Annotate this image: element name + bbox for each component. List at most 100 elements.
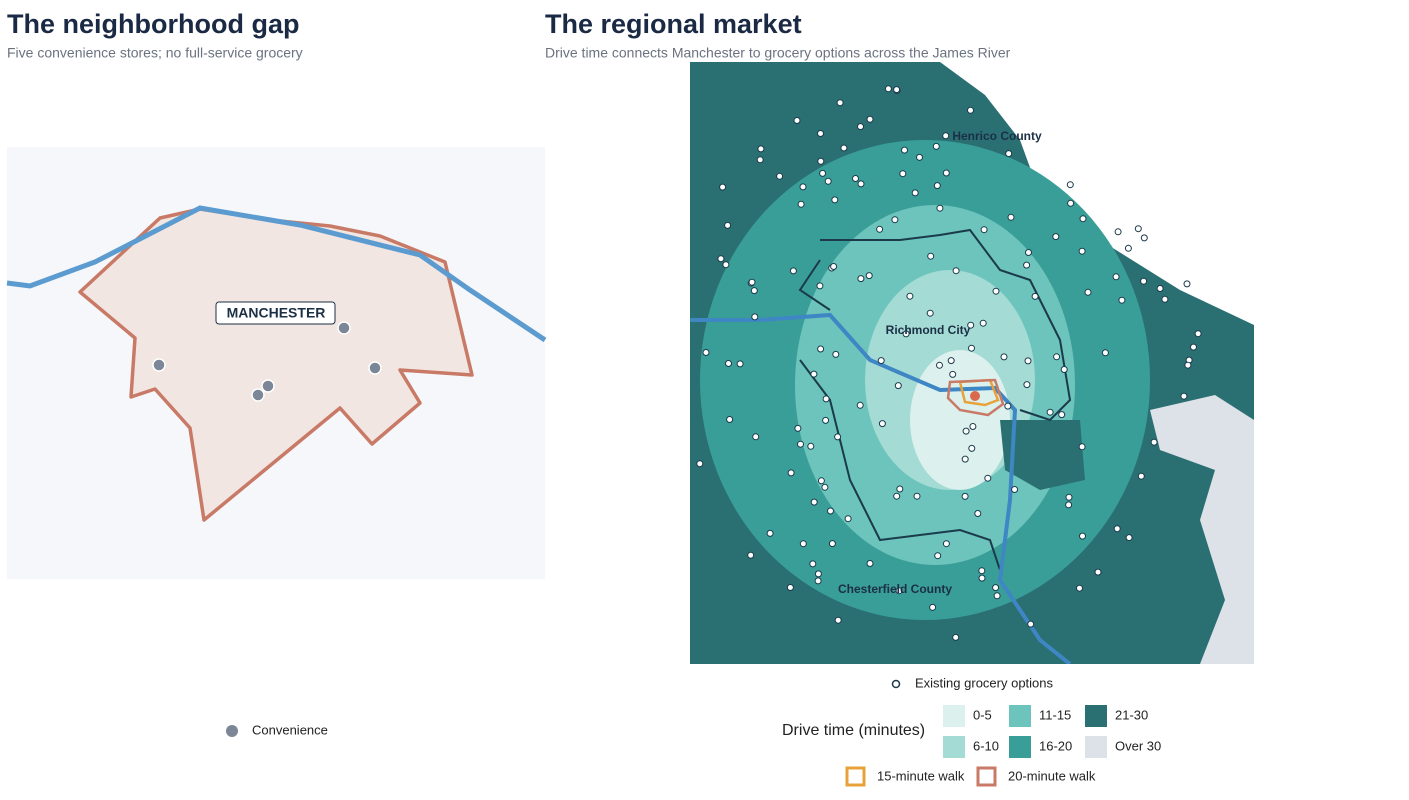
- grocery-point: [927, 252, 935, 260]
- grocery-point: [751, 313, 759, 321]
- grocery-point: [1150, 438, 1158, 446]
- grocery-point: [913, 492, 921, 500]
- grocery-point: [893, 86, 901, 94]
- grocery-point: [1184, 361, 1192, 369]
- grocery-point: [828, 540, 836, 548]
- grocery-point: [722, 261, 730, 269]
- grocery-point: [814, 570, 822, 578]
- grocery-point: [1156, 285, 1164, 292]
- grocery-point: [1137, 472, 1145, 480]
- grocery-point: [978, 567, 986, 575]
- legend-label: Existing grocery options: [915, 675, 1054, 690]
- store-point: [368, 361, 382, 375]
- grocery-point: [1052, 233, 1060, 241]
- grocery-point: [840, 144, 848, 152]
- grocery-point: [926, 309, 934, 317]
- grocery-point: [1065, 501, 1073, 509]
- grocery-point: [1161, 295, 1169, 303]
- grocery-point: [836, 99, 844, 107]
- grocery-point: [817, 157, 825, 165]
- left-subtitle: Five convenience stores; no full-service…: [7, 45, 303, 61]
- grocery-point: [866, 115, 874, 123]
- grocery-point: [865, 272, 873, 280]
- county-line: [798, 228, 1072, 571]
- grocery-point: [1000, 353, 1008, 361]
- grocery-point: [1084, 288, 1092, 296]
- grocery-point: [726, 416, 734, 423]
- grocery-point: [974, 510, 982, 517]
- grocery-point: [799, 183, 807, 191]
- grocery-point: [696, 460, 704, 468]
- grocery-point: [1007, 213, 1015, 221]
- grocery-point: [799, 540, 807, 548]
- store-point: [251, 388, 265, 402]
- legend-swatch: [943, 705, 965, 727]
- grocery-point: [748, 278, 756, 286]
- grocery-point: [832, 350, 840, 358]
- grocery-point: [817, 130, 824, 137]
- grocery-point: [947, 357, 955, 365]
- grocery-point: [942, 540, 950, 548]
- grocery-point: [932, 142, 940, 150]
- grocery-point: [1066, 181, 1074, 189]
- legend-label: 16-20: [1039, 738, 1072, 753]
- left-map: MANCHESTER: [6, 147, 547, 579]
- grocery-point: [1190, 343, 1197, 351]
- zone: [1150, 395, 1254, 664]
- grocery-point: [916, 153, 923, 161]
- grocery-point: [876, 225, 884, 233]
- right-title: The regional market: [545, 9, 802, 39]
- legend-swatch: [1085, 705, 1107, 727]
- grocery-point: [702, 349, 710, 356]
- grocery-point: [824, 177, 832, 185]
- grocery-point: [884, 85, 892, 93]
- grocery-point: [1079, 215, 1087, 223]
- grocery-point: [877, 357, 885, 365]
- grocery-point: [1023, 261, 1031, 269]
- legend-swatch: [1009, 705, 1031, 727]
- grocery-point: [942, 132, 950, 140]
- grocery-point: [1065, 493, 1073, 501]
- grocery-point: [1094, 568, 1102, 576]
- legend-swatch: [1009, 736, 1031, 758]
- grocery-point: [816, 282, 824, 290]
- grocery-point: [834, 433, 842, 441]
- grocery-point: [1011, 486, 1019, 493]
- grocery-point: [810, 370, 818, 378]
- grocery-point: [866, 560, 874, 567]
- grocery-point: [992, 584, 1000, 592]
- grocery-point: [1183, 280, 1191, 288]
- legend-label: 6-10: [973, 738, 999, 753]
- grocery-point: [787, 469, 795, 477]
- grocery-point: [1023, 381, 1031, 389]
- grocery-point: [817, 477, 825, 485]
- grocery-point: [793, 117, 801, 124]
- right-map: [690, 62, 1254, 664]
- grocery-point: [757, 145, 765, 153]
- grocery-point: [993, 592, 1001, 600]
- grocery-point: [894, 382, 902, 390]
- legend-swatch: [891, 679, 901, 689]
- grocery-point: [1180, 392, 1188, 400]
- grocery-point: [1005, 150, 1013, 158]
- grocery-point: [1140, 234, 1148, 242]
- grocery-point: [1118, 296, 1126, 304]
- legend-label: 11-15: [1039, 707, 1071, 722]
- grocery-point: [747, 551, 755, 559]
- grocery-point: [1125, 534, 1133, 542]
- neighborhood-label: MANCHESTER: [227, 305, 326, 321]
- legend-label: 20-minute walk: [1008, 768, 1096, 783]
- grocery-point: [968, 344, 975, 352]
- grocery-point: [967, 106, 974, 114]
- left-title: The neighborhood gap: [7, 9, 299, 39]
- grocery-point: [857, 123, 864, 131]
- grocery-point: [893, 492, 901, 500]
- grocery-point: [911, 189, 919, 197]
- grocery-point: [822, 416, 830, 424]
- grocery-point: [899, 170, 907, 178]
- grocery-point: [822, 395, 830, 403]
- grocery-point: [936, 361, 943, 369]
- grocery-point: [1140, 277, 1148, 285]
- place-label: Richmond City: [886, 323, 971, 337]
- legend-label: 21-30: [1115, 707, 1148, 722]
